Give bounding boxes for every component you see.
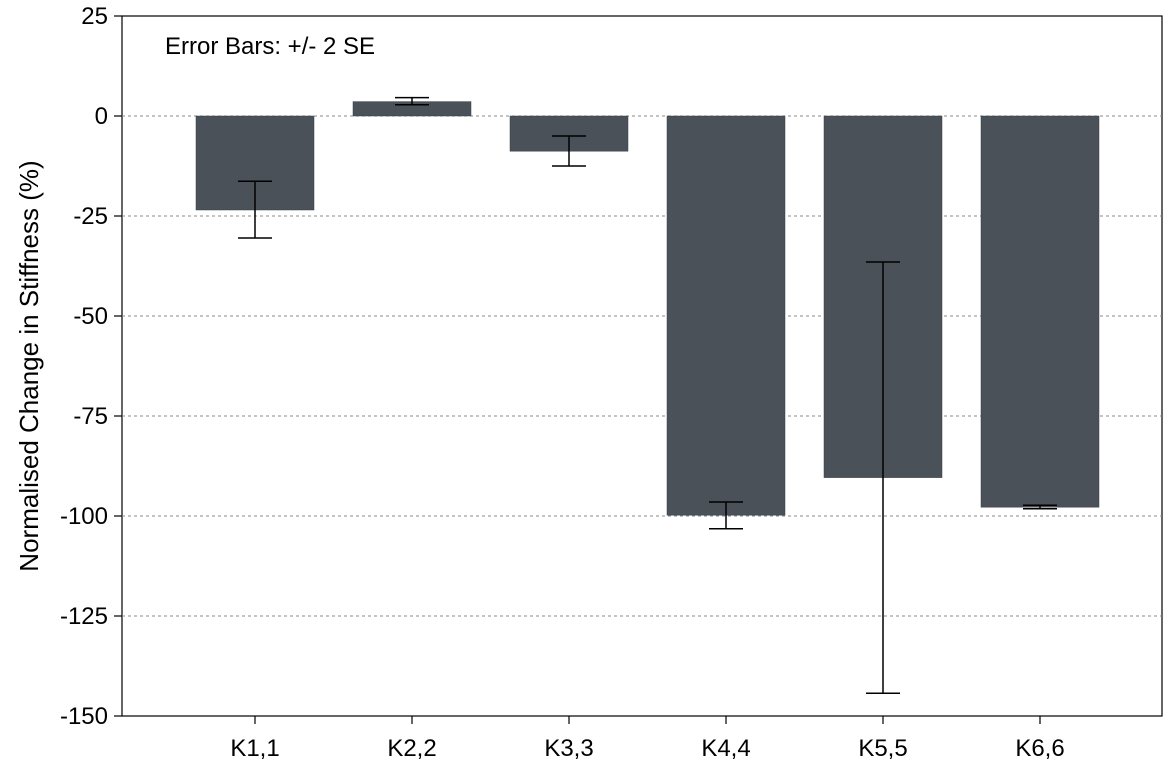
bars bbox=[195, 101, 1100, 516]
error-bars bbox=[238, 96, 1057, 694]
bar bbox=[666, 115, 786, 516]
y-tick-label: -50 bbox=[73, 303, 108, 330]
x-tick-label: K4,4 bbox=[701, 735, 750, 762]
y-tick-label: -75 bbox=[73, 403, 108, 430]
x-tick-label: K5,5 bbox=[858, 735, 907, 762]
x-tick-label: K1,1 bbox=[230, 735, 279, 762]
x-axis: K1,1 K2,2 K3,3 K4,4 K5,5 K6,6 bbox=[230, 716, 1065, 762]
y-tick-label: -25 bbox=[73, 203, 108, 230]
bar bbox=[980, 115, 1100, 508]
y-tick-label: -125 bbox=[60, 603, 108, 630]
y-tick-label: 0 bbox=[95, 103, 108, 130]
y-tick-label: 25 bbox=[81, 3, 108, 30]
y-axis-label: Normalised Change in Stiffness (%) bbox=[14, 160, 44, 571]
x-tick-label: K3,3 bbox=[544, 735, 593, 762]
y-tick-label: -150 bbox=[60, 703, 108, 730]
y-axis: 25 0 -25 -50 -75 -100 -125 -150 bbox=[60, 3, 122, 730]
x-tick-label: K2,2 bbox=[387, 735, 436, 762]
error-bars-note: Error Bars: +/- 2 SE bbox=[165, 33, 375, 60]
y-tick-label: -100 bbox=[60, 503, 108, 530]
x-tick-label: K6,6 bbox=[1015, 735, 1064, 762]
